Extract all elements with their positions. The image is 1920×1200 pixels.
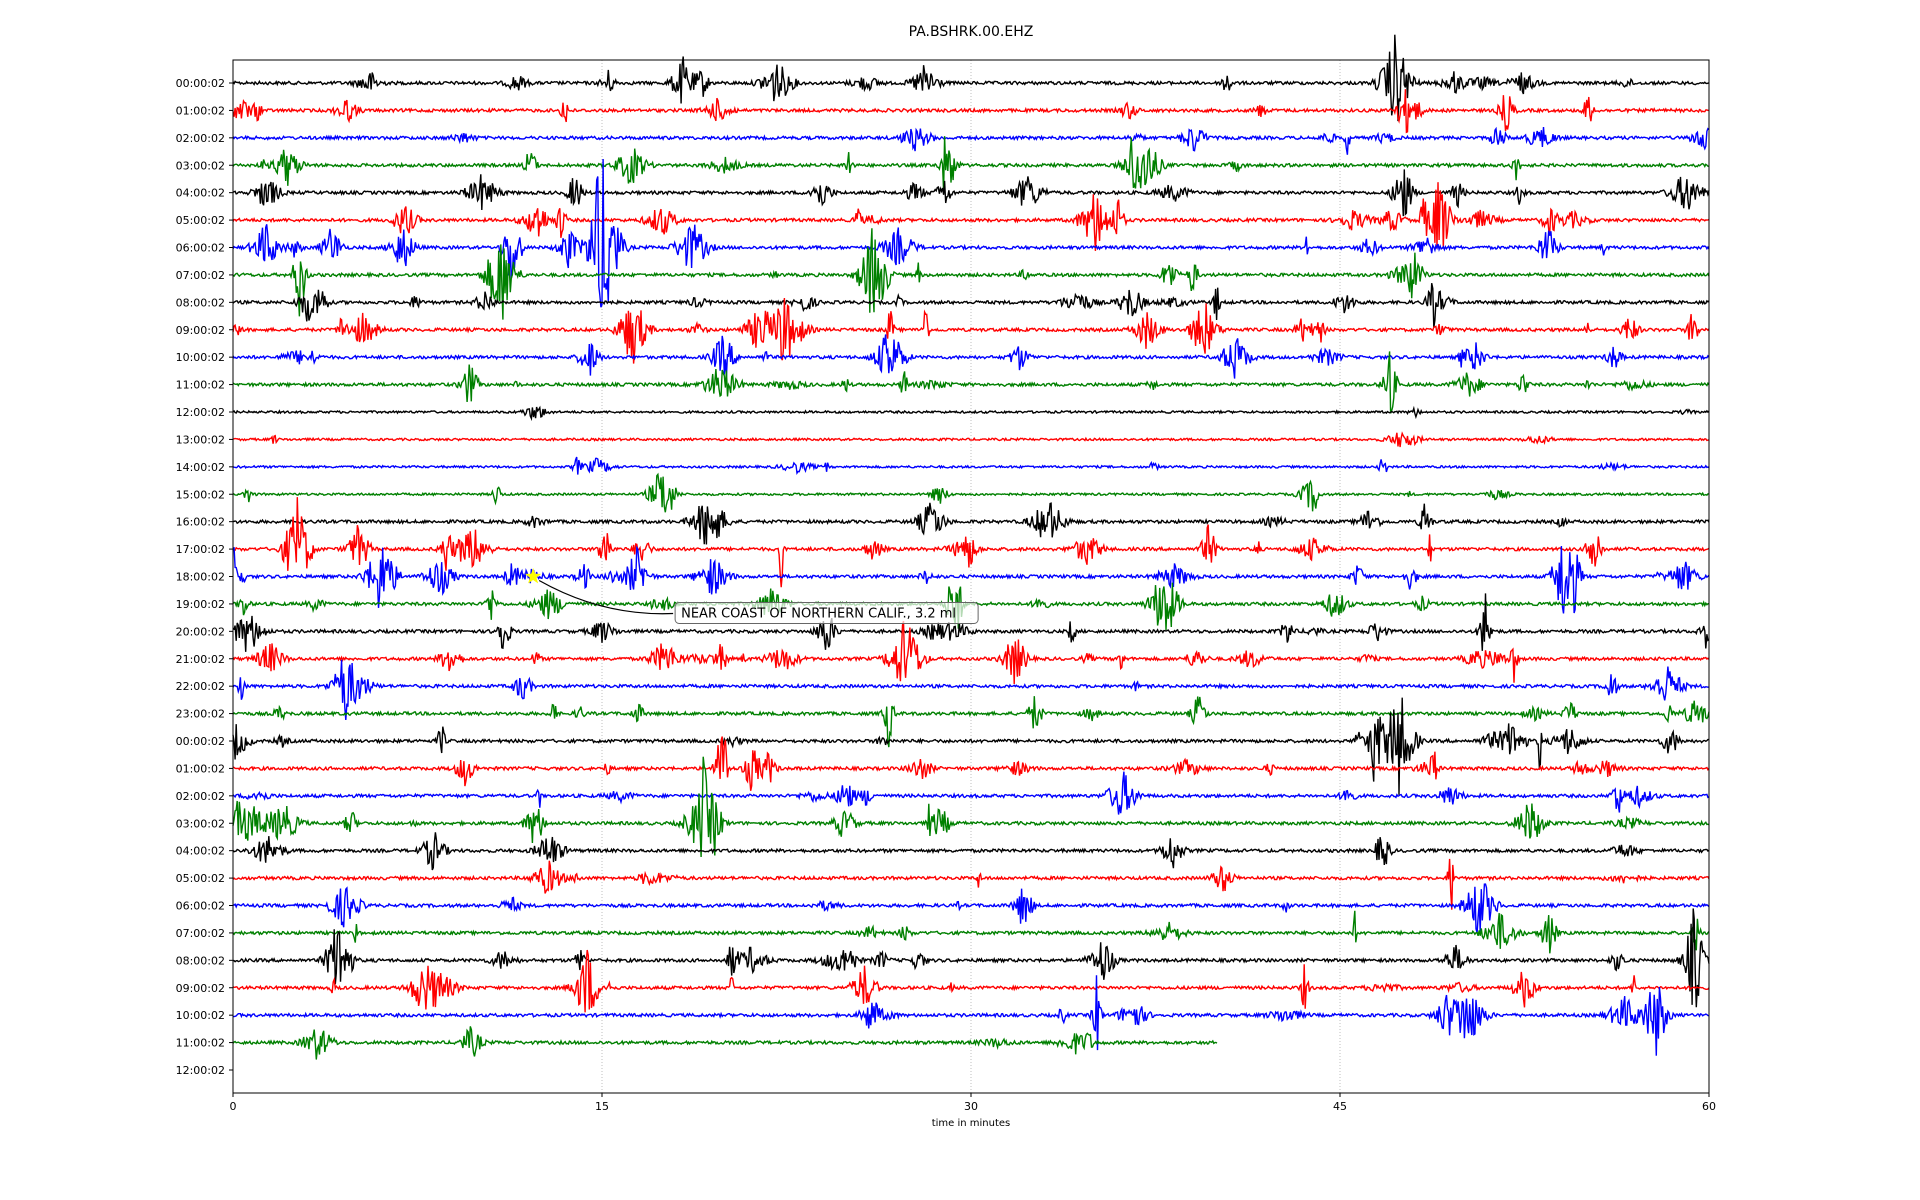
trace-row-33 (232, 949, 1710, 1013)
trace-row-15 (232, 472, 1710, 513)
annotation-connector (538, 579, 674, 615)
y-tick-label: 08:00:02 (176, 296, 225, 309)
trace-row-27 (232, 756, 1710, 858)
y-tick-label: 19:00:02 (176, 598, 225, 611)
y-tick-label: 01:00:02 (176, 762, 225, 775)
trace-row-17 (232, 497, 1710, 588)
y-tick-label: 10:00:02 (176, 351, 225, 364)
y-tick-label: 10:00:02 (176, 1009, 225, 1022)
trace-row-11 (232, 351, 1710, 414)
y-tick-label: 17:00:02 (176, 543, 225, 556)
traces (232, 34, 1710, 1060)
x-tick-label: 0 (230, 1100, 237, 1113)
y-tick-label: 07:00:02 (176, 269, 225, 282)
annotation-box (674, 602, 979, 624)
trace-row-34 (232, 975, 1710, 1056)
x-axis: 0 15 30 45 60 (230, 1093, 1716, 1113)
y-axis: 00:00:02 01:00:02 02:00:02 03:00:02 04:00:02… (176, 77, 233, 1077)
trace-row-8 (232, 282, 1710, 328)
y-tick-label: 04:00:02 (176, 187, 225, 200)
x-tick-label: 30 (964, 1100, 978, 1113)
x-tick-label: 60 (1702, 1100, 1716, 1113)
y-tick-label: 07:00:02 (176, 927, 225, 940)
trace-row-28 (232, 832, 1710, 871)
trace-row-7 (232, 228, 1710, 320)
y-tick-label: 14:00:02 (176, 461, 225, 474)
trace-row-14 (232, 456, 1710, 476)
y-tick-label: 21:00:02 (176, 653, 225, 666)
x-tick-label: 15 (595, 1100, 609, 1113)
y-tick-label: 04:00:02 (176, 845, 225, 858)
trace-row-2 (232, 126, 1710, 155)
trace-row-25 (232, 736, 1710, 791)
trace-row-13 (232, 431, 1710, 448)
trace-row-23 (232, 696, 1710, 748)
y-tick-label: 06:00:02 (176, 900, 225, 913)
trace-row-26 (232, 771, 1710, 815)
x-tick-label: 45 (1333, 1100, 1347, 1113)
x-axis-label: time in minutes (932, 1118, 1011, 1129)
event-star-icon (525, 568, 542, 584)
trace-row-29 (232, 858, 1710, 910)
trace-row-12 (232, 405, 1710, 422)
trace-row-21 (232, 620, 1710, 685)
y-tick-label: 12:00:02 (176, 406, 225, 419)
y-tick-label: 16:00:02 (176, 516, 225, 529)
y-tick-label: 15:00:02 (176, 488, 225, 501)
y-tick-label: 18:00:02 (176, 571, 225, 584)
y-tick-label: 11:00:02 (176, 1037, 225, 1050)
trace-row-6 (232, 158, 1710, 308)
trace-row-3 (232, 136, 1709, 192)
y-tick-label: 23:00:02 (176, 708, 225, 721)
y-tick-label: 13:00:02 (176, 433, 225, 446)
y-tick-label: 09:00:02 (176, 982, 225, 995)
trace-row-30 (232, 883, 1710, 933)
chart-title: PA.BSHRK.00.EHZ (909, 24, 1034, 40)
trace-row-0 (232, 34, 1710, 122)
y-tick-label: 12:00:02 (176, 1064, 225, 1077)
event-annotation: NEAR COAST OF NORTHERN CALIF., 3.2 ml (525, 568, 979, 624)
trace-row-4 (232, 169, 1710, 217)
trace-row-24 (232, 697, 1710, 795)
trace-row-1 (232, 89, 1710, 134)
trace-row-18 (232, 545, 1710, 614)
annotation-text: NEAR COAST OF NORTHERN CALIF., 3.2 ml (681, 607, 956, 622)
trace-row-32 (232, 908, 1710, 1008)
y-tick-label: 20:00:02 (176, 625, 225, 638)
y-tick-label: 01:00:02 (176, 104, 225, 117)
trace-row-31 (232, 910, 1710, 954)
y-tick-label: 03:00:02 (176, 159, 225, 172)
y-tick-label: 08:00:02 (176, 954, 225, 967)
y-tick-label: 09:00:02 (176, 324, 225, 337)
y-tick-label: 22:00:02 (176, 680, 225, 693)
y-tick-label: 06:00:02 (176, 242, 225, 255)
y-tick-label: 00:00:02 (176, 735, 225, 748)
trace-row-22 (232, 659, 1710, 721)
trace-row-16 (232, 502, 1710, 545)
trace-row-10 (232, 334, 1710, 379)
y-tick-label: 05:00:02 (176, 214, 225, 227)
trace-row-20 (232, 593, 1710, 652)
y-tick-label: 05:00:02 (176, 872, 225, 885)
trace-row-35 (232, 1026, 1218, 1060)
trace-row-9 (232, 297, 1710, 364)
y-tick-label: 00:00:02 (176, 77, 225, 90)
trace-row-5 (232, 182, 1710, 251)
y-tick-label: 02:00:02 (176, 790, 225, 803)
y-tick-label: 02:00:02 (176, 132, 225, 145)
y-tick-label: 03:00:02 (176, 817, 225, 830)
y-tick-label: 11:00:02 (176, 379, 225, 392)
